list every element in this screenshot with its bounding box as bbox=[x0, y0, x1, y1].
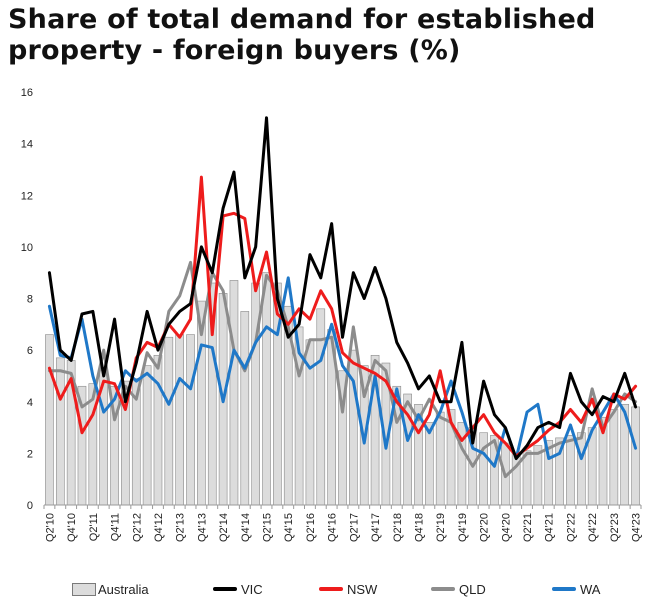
x-tick-label-q2-16: Q2'16 bbox=[305, 513, 317, 542]
x-tick-label-q2-15: Q2'15 bbox=[262, 513, 274, 542]
x-tick-label-q4-14: Q4'14 bbox=[240, 513, 252, 542]
legend-label-vic: VIC bbox=[241, 581, 263, 597]
bar-australia-q3-22 bbox=[576, 432, 586, 506]
x-tick-label-q2-11: Q2'11 bbox=[88, 513, 100, 541]
x-tick-label-q4-13: Q4'13 bbox=[196, 513, 208, 542]
y-tick-label-0: 0 bbox=[27, 500, 33, 512]
y-tick-label-6: 6 bbox=[27, 345, 33, 357]
x-tick-label-q4-15: Q4'15 bbox=[283, 513, 295, 542]
legend-swatch-wa bbox=[552, 587, 576, 591]
y-tick-label-8: 8 bbox=[27, 294, 33, 306]
y-tick-label-10: 10 bbox=[21, 242, 33, 254]
bar-australia-q2-23 bbox=[609, 409, 619, 506]
legend: Australia VIC NSW QLD WA bbox=[0, 578, 650, 600]
x-tick-label-q4-21: Q4'21 bbox=[544, 513, 556, 542]
y-tick-label-4: 4 bbox=[27, 397, 33, 409]
legend-label-australia: Australia bbox=[98, 581, 149, 597]
x-tick-label-q2-12: Q2'12 bbox=[131, 513, 143, 542]
bar-australia-q2-22 bbox=[566, 435, 575, 506]
chart-title-line-2: property - foreign buyers (%) bbox=[8, 35, 461, 66]
x-tick-label-q2-18: Q2'18 bbox=[392, 513, 404, 542]
x-tick-label-q2-20: Q2'20 bbox=[479, 513, 491, 542]
x-tick-label-q4-11: Q4'11 bbox=[110, 513, 122, 541]
line-series-wa bbox=[47, 276, 638, 468]
line-series-vic bbox=[47, 116, 638, 461]
legend-swatch-australia bbox=[72, 582, 96, 596]
x-tick-label-q2-23: Q2'23 bbox=[609, 513, 621, 542]
bar-australia-q3-13 bbox=[186, 334, 195, 506]
y-tick-label-2: 2 bbox=[27, 448, 33, 460]
x-tick-label-q4-16: Q4'16 bbox=[327, 513, 339, 542]
chart-title: Share of total demand for established pr… bbox=[8, 4, 595, 66]
legend-item-qld: QLD bbox=[431, 578, 486, 600]
bar-australia-q4-14 bbox=[240, 311, 250, 506]
line-series-nsw bbox=[47, 175, 638, 458]
bar-australia-q1-13 bbox=[164, 336, 174, 506]
legend-item-vic: VIC bbox=[213, 578, 263, 600]
bar-australia-q3-10 bbox=[55, 357, 65, 506]
bar-australia-q2-17 bbox=[349, 349, 358, 506]
x-tick-label-q2-10: Q2'10 bbox=[44, 513, 56, 542]
x-tick-label-q2-13: Q2'13 bbox=[175, 513, 187, 542]
x-tick-label-q4-10: Q4'10 bbox=[66, 513, 78, 542]
y-tick-label-14: 14 bbox=[21, 139, 33, 151]
legend-label-qld: QLD bbox=[459, 581, 486, 597]
x-tick-label-q2-19: Q2'19 bbox=[435, 513, 447, 542]
x-tick-label-q4-19: Q4'19 bbox=[457, 513, 469, 542]
legend-item-nsw: NSW bbox=[319, 578, 377, 600]
bar-australia-q2-15 bbox=[262, 272, 271, 506]
bar-australia-q3-12 bbox=[142, 365, 152, 506]
legend-swatch-nsw bbox=[319, 587, 343, 591]
y-tick-label-12: 12 bbox=[21, 190, 33, 202]
bar-australia-q2-10 bbox=[45, 334, 54, 506]
x-tick-label-q4-17: Q4'17 bbox=[370, 513, 382, 542]
bar-australia-q2-13 bbox=[175, 334, 184, 506]
legend-item-wa: WA bbox=[552, 578, 600, 600]
x-tick-label-q2-22: Q2'22 bbox=[565, 513, 577, 542]
x-tick-label-q4-12: Q4'12 bbox=[153, 513, 165, 542]
line-series-qld bbox=[47, 260, 638, 479]
legend-label-nsw: NSW bbox=[347, 581, 378, 597]
x-tick-label-q2-17: Q2'17 bbox=[348, 513, 360, 542]
bar-australia-q1-19 bbox=[425, 422, 434, 506]
y-tick-label-16: 16 bbox=[21, 87, 33, 99]
x-tick-label-q4-23: Q4'23 bbox=[631, 513, 643, 542]
x-tick-label-q2-14: Q2'14 bbox=[218, 513, 230, 542]
legend-item-australia: Australia bbox=[72, 578, 149, 600]
x-tick-label-q2-21: Q2'21 bbox=[522, 513, 534, 542]
x-tick-label-q4-22: Q4'22 bbox=[587, 513, 599, 542]
bar-australia-q4-23 bbox=[631, 406, 640, 506]
bar-australia-q3-14 bbox=[229, 280, 239, 506]
bar-australia-q2-20 bbox=[479, 432, 488, 506]
legend-swatch-qld bbox=[431, 587, 455, 591]
legend-label-wa: WA bbox=[580, 581, 601, 597]
legend-swatch-vic bbox=[213, 587, 237, 591]
chart-title-line-1: Share of total demand for established bbox=[8, 4, 596, 35]
chart-plot: 0 2 4 6 8 10 12 14 16 Q2'10 Q4'10 Q2'11 Q4'11 Q2'12 Q4… bbox=[21, 87, 643, 542]
x-tick-label-q4-18: Q4'18 bbox=[413, 513, 425, 542]
bar-australia-q4-12 bbox=[153, 354, 163, 506]
x-tick-label-q4-20: Q4'20 bbox=[500, 513, 512, 542]
bar-australia-q2-19 bbox=[435, 411, 445, 506]
